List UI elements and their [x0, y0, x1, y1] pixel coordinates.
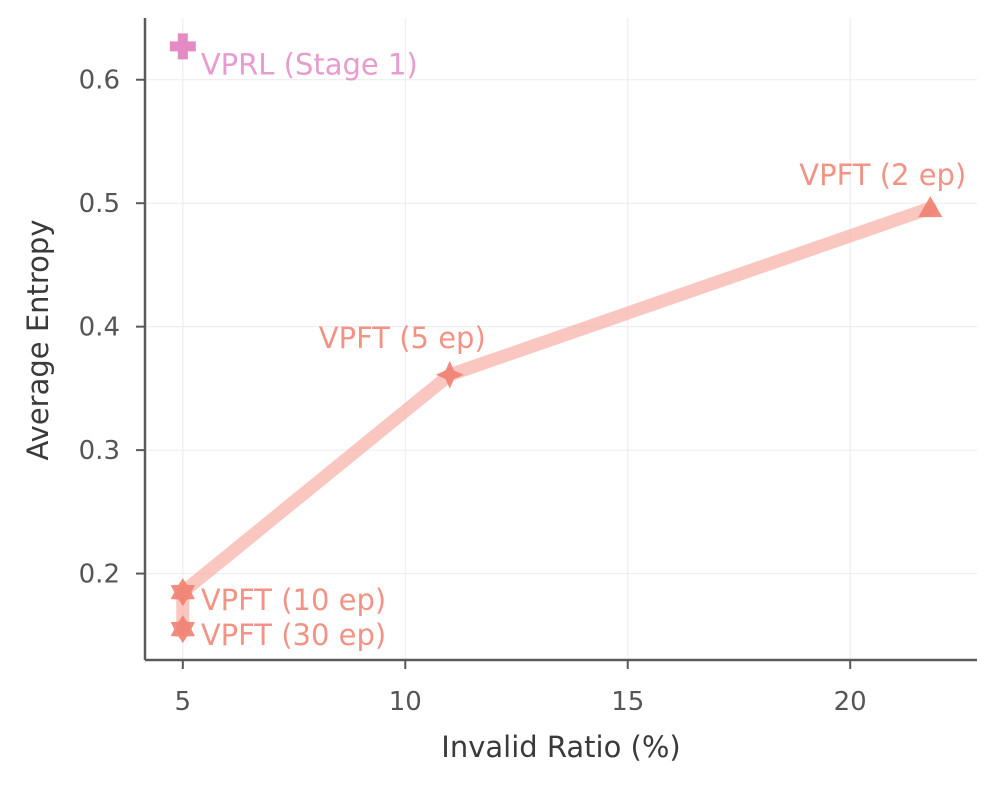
point-label: VPFT (5 ep): [319, 321, 486, 355]
point-labels: VPFT (30 ep)VPFT (10 ep) VPFT (5 ep) VPFT …: [201, 47, 966, 652]
point-label: VPRL (Stage 1): [201, 47, 418, 81]
series-line-vpft: [176, 201, 937, 636]
x-tick-label: 5: [175, 687, 192, 717]
hexagram-marker: [170, 578, 195, 607]
plus-marker: [169, 33, 196, 60]
point-label: VPFT (30 ep): [201, 618, 386, 652]
y-tick-label: 0.5: [79, 189, 120, 219]
point-label: VPFT (2 ep): [799, 158, 966, 192]
triangle-marker: [918, 196, 943, 218]
x-axis-label: Invalid Ratio (%): [441, 730, 680, 764]
x-tick-label: 15: [611, 687, 644, 717]
y-axis-label: Average Entropy: [21, 220, 55, 461]
ticks: 5 10 15 20 0.2 0.3 0.4 0.5 0.6: [79, 66, 867, 717]
star-marker: [435, 360, 464, 389]
y-tick-label: 0.3: [79, 436, 120, 466]
hexagram-marker: [170, 615, 195, 644]
y-tick-label: 0.6: [79, 66, 120, 96]
series-line-layer: [176, 201, 937, 636]
x-tick-label: 20: [834, 687, 867, 717]
grid: [145, 18, 977, 660]
markers: [169, 33, 943, 644]
axes: [143, 18, 977, 662]
x-tick-label: 10: [389, 687, 422, 717]
y-tick-label: 0.4: [79, 313, 120, 343]
point-label: VPFT (10 ep): [201, 583, 386, 617]
y-tick-label: 0.2: [79, 560, 120, 590]
